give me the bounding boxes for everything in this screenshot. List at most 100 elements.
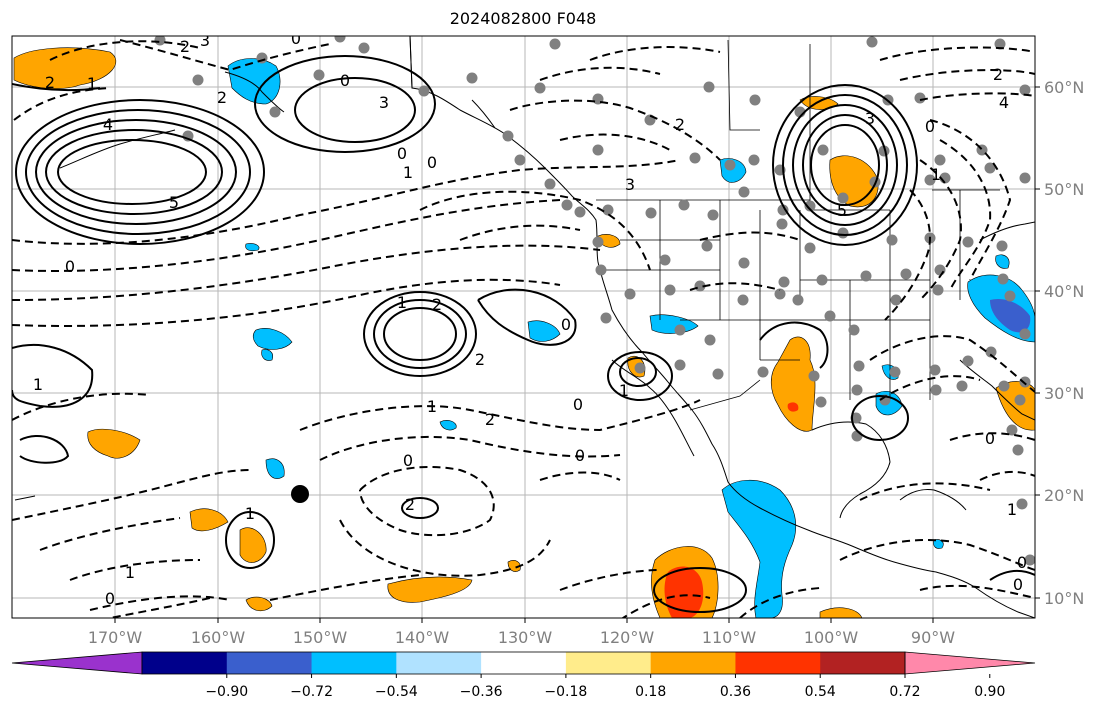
station-dot [792, 294, 804, 306]
colorbar-segment [820, 652, 906, 674]
station-dot [544, 178, 556, 190]
contour-label: 2 [180, 37, 190, 56]
contour-label: 2 [675, 115, 685, 134]
station-dot [889, 366, 901, 378]
station-dot [1019, 376, 1031, 388]
contour-label: 0 [65, 257, 75, 276]
strong-positive-anomaly-area [664, 566, 704, 618]
strong-negative-anomaly-area [990, 298, 1031, 333]
strong-positive-anomaly-area [787, 402, 799, 412]
station-dot [985, 346, 997, 358]
negative-anomaly-area [933, 539, 944, 549]
state-borders [596, 39, 1000, 411]
station-dot [659, 254, 671, 266]
station-dot [704, 334, 716, 346]
negative-anomaly-area [995, 254, 1010, 269]
lon-tick-label: 100°W [804, 628, 859, 647]
station-dot [934, 264, 946, 276]
lon-tick-label: 90°W [911, 628, 955, 647]
contour-label: 1 [245, 504, 255, 523]
station-dot [962, 236, 974, 248]
station-dot [996, 240, 1008, 252]
station-dot [592, 144, 604, 156]
lat-tick-label: 20°N [1044, 486, 1084, 505]
station-dot [689, 152, 701, 164]
station-dot [549, 38, 561, 50]
station-dot [674, 359, 686, 371]
contour-label: 0 [573, 395, 583, 414]
station-dot [418, 85, 430, 97]
lon-tick-label: 120°W [600, 628, 655, 647]
contour-label: 2 [475, 350, 485, 369]
station-dot [837, 227, 849, 239]
contour-label: 2 [432, 295, 442, 314]
station-dot [998, 380, 1010, 392]
station-dot [712, 368, 724, 380]
lon-tick-label: 170°W [88, 628, 143, 647]
station-dot [1019, 172, 1031, 184]
station-dot [962, 355, 974, 367]
positive-anomaly-area [995, 381, 1035, 431]
station-dot [900, 268, 912, 280]
lon-tick-label: 160°W [191, 628, 246, 647]
lat-tick-label: 30°N [1044, 384, 1084, 403]
contours-positive [12, 55, 1035, 613]
station-dot [851, 430, 863, 442]
contour-label: 2 [993, 65, 1003, 84]
station-dot [816, 274, 828, 286]
station-dot [707, 209, 719, 221]
negative-anomaly-area [721, 479, 796, 618]
map-title: 2024082800 F048 [449, 9, 597, 28]
station-dot [924, 174, 936, 186]
station-dot [1019, 84, 1031, 96]
station-dot [815, 396, 827, 408]
station-dot [997, 273, 1009, 285]
longitude-axis: 170°W 160°W 150°W 140°W 130°W 120°W 110°W 100°W… [88, 618, 955, 647]
station-dot [886, 234, 898, 246]
station-dot [749, 94, 761, 106]
contour-label: 0 [925, 117, 935, 136]
station-dot [929, 364, 941, 376]
station-dot [1012, 444, 1024, 456]
positive-anomaly-area [239, 527, 267, 563]
station-dot [624, 288, 636, 300]
station-dot [932, 284, 944, 296]
station-dot [850, 412, 862, 424]
negative-anomaly-area [261, 349, 273, 361]
colorbar-segment [311, 652, 397, 674]
contour-label: 0 [340, 71, 350, 90]
contour-label: 5 [837, 201, 847, 220]
station-dot [1016, 498, 1028, 510]
contour-label: 3 [865, 109, 875, 128]
colorbar-tick-label: −0.90 [205, 684, 248, 700]
station-dot [738, 257, 750, 269]
station-dot [737, 294, 749, 306]
anomaly-shading [13, 47, 1035, 618]
station-dot [777, 204, 789, 216]
station-dot [824, 310, 836, 322]
station-dot [514, 154, 526, 166]
station-dot [748, 154, 760, 166]
negative-anomaly-area [265, 458, 285, 479]
station-dot [703, 81, 715, 93]
lon-tick-label: 150°W [293, 628, 348, 647]
station-dot [776, 218, 788, 230]
negative-anomaly-area [439, 420, 457, 431]
station-dot [1006, 424, 1018, 436]
station-dot [1004, 290, 1016, 302]
station-dot [634, 362, 646, 374]
colorbar-tick-label: 0.72 [889, 684, 920, 700]
station-dot [574, 206, 586, 218]
lat-tick-label: 50°N [1044, 180, 1084, 199]
lon-tick-label: 110°W [702, 628, 757, 647]
colorbar-tick-label: 0.18 [635, 684, 666, 700]
colorbar-tick-label: −0.54 [375, 684, 418, 700]
station-dot [804, 242, 816, 254]
lon-tick-label: 130°W [498, 628, 553, 647]
lat-tick-label: 10°N [1044, 589, 1084, 608]
station-dot [502, 130, 514, 142]
station-dot [724, 159, 736, 171]
contour-label: 1 [33, 375, 43, 394]
positive-anomaly-area [770, 336, 816, 432]
contour-label: 4 [103, 115, 113, 134]
